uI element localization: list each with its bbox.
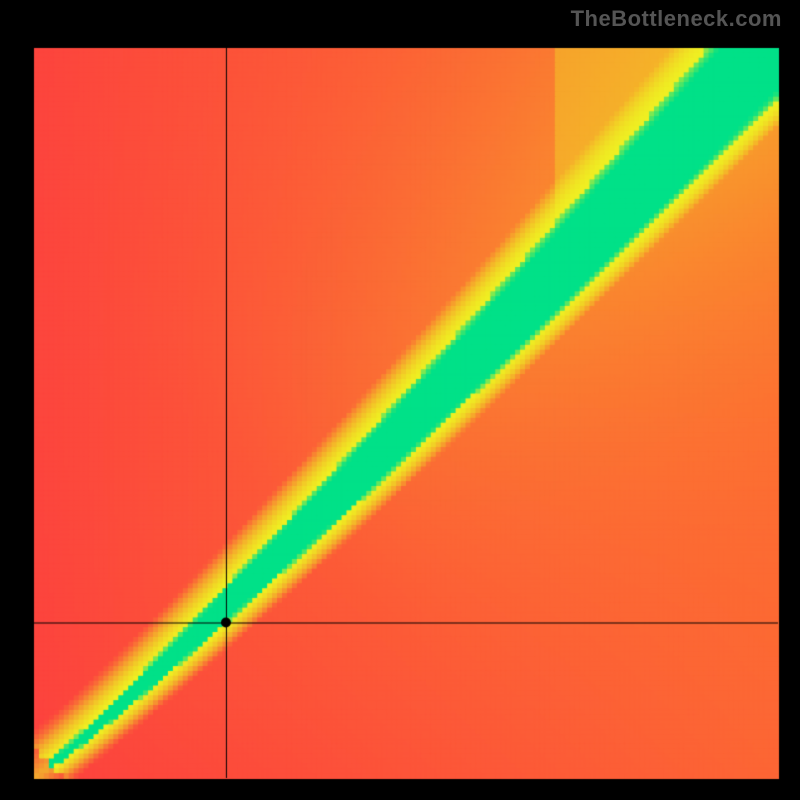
chart-container: TheBottleneck.com <box>0 0 800 800</box>
heatmap-canvas <box>0 0 800 800</box>
attribution-label: TheBottleneck.com <box>571 6 782 32</box>
